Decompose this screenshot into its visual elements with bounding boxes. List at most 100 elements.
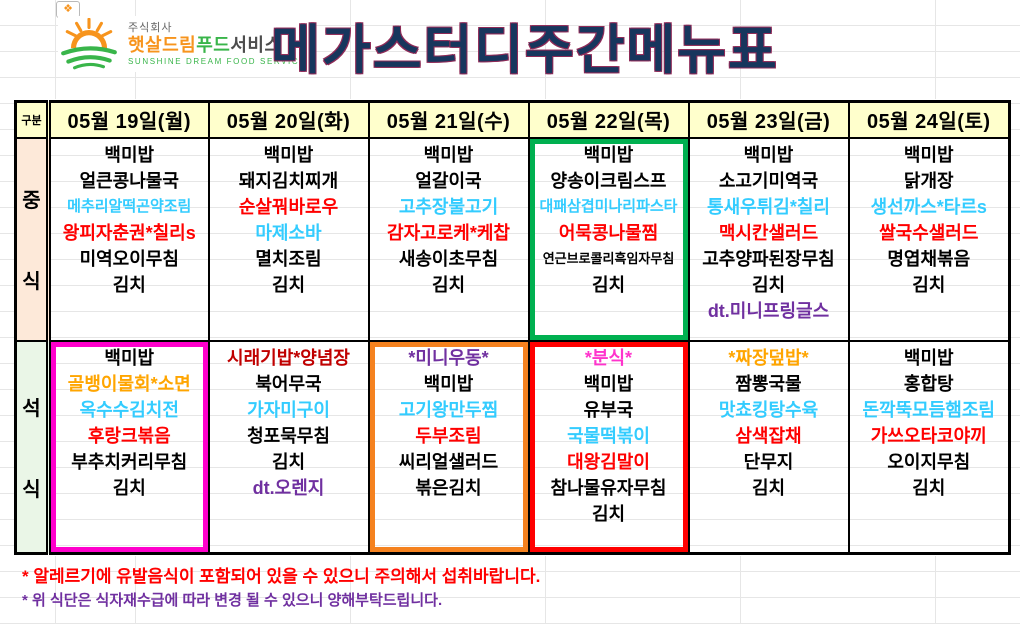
menu-item: 백미밥 [104, 347, 155, 368]
menu-item: 얼갈이국 [415, 170, 482, 191]
menu-item: 고추양파된장무침 [702, 248, 835, 269]
menu-item: 생선까스*타르s [870, 196, 987, 217]
menu-table: 구분 05월 19일(월) 05월 20일(화) 05월 21일(수) 05월 22일… [14, 100, 1011, 555]
gridline [740, 0, 741, 99]
menu-item: 김치 [271, 451, 306, 472]
menu-item: 새송이초무침 [398, 248, 499, 269]
logo-brand-part: 푸드 [196, 34, 231, 55]
menu-item: 김치 [591, 274, 626, 295]
menu-item: *미니우동* [408, 347, 489, 368]
menu-item: 감자고로케*케찹 [387, 222, 510, 243]
menu-item: 백미밥 [743, 144, 794, 165]
menu-item: 맥시칸샐러드 [718, 222, 819, 243]
menu-item: 미역오이무침 [79, 248, 179, 269]
menu-item: 명엽채볶음 [887, 248, 971, 269]
sun-logo-icon [61, 18, 117, 70]
menu-item: 가쓰오타코야끼 [870, 425, 987, 446]
gridline [350, 0, 351, 99]
menu-item: 멸치조림 [255, 248, 322, 269]
menu-item: 닭개장 [903, 170, 954, 191]
menu-item: *짜장덮밥* [728, 347, 809, 368]
menu-item: 김치 [271, 274, 306, 295]
menu-cell-lunch-mon: 백미밥 얼큰콩나물국 메추리알떡곤약조림 왕피자춘권*칠리s 미역오이무침 김치 [46, 136, 210, 342]
menu-item: 백미밥 [583, 373, 634, 394]
lunch-row: 중 식 백미밥 얼큰콩나물국 메추리알떡곤약조림 왕피자춘권*칠리s 미역오이무침 김치 백미밥… [14, 136, 1011, 342]
menu-item: 짬뽕국물 [735, 373, 802, 394]
company-logo: 주식회사 햇살드림푸드서비스 SUNSHINE DREAM FOOD SERVI… [58, 16, 313, 72]
menu-item: 김치 [912, 477, 946, 498]
logo-text: 주식회사 햇살드림푸드서비스 SUNSHINE DREAM FOOD SERVI… [128, 22, 306, 66]
gridline [545, 556, 546, 624]
menu-item: 옥수수김치전 [79, 399, 179, 420]
menu-item: 백미밥 [903, 347, 954, 368]
menu-item: 김치 [112, 477, 146, 498]
corner-header-cell: 구분 [14, 100, 50, 139]
change-note: * 위 식단은 식자재수급에 따라 변경 될 수 있으니 양해부탁드립니다. [22, 592, 443, 609]
menu-item: 왕피자춘권*칠리s [62, 222, 196, 243]
menu-item: 백미밥 [423, 144, 474, 165]
menu-cell-lunch-fri: 백미밥 소고기미역국 통새우튀김*칠리 맥시칸샐러드 고추양파된장무침 김치 dt.미니프링… [687, 136, 850, 342]
menu-item: 김치 [431, 274, 466, 295]
logo-brand-name: 햇살드림푸드서비스 [128, 35, 306, 56]
menu-item: 씨리얼샐러드 [398, 451, 499, 472]
menu-item: 김치 [591, 503, 626, 524]
menu-item: 돈깍뚝모듬햄조림 [862, 399, 995, 420]
day-header-thu: 05월 22일(목) [527, 100, 690, 139]
menu-item: 두부조림 [415, 425, 482, 446]
menu-item: 어묵콩나물찜 [558, 222, 659, 243]
menu-item: dt.오렌지 [252, 477, 325, 498]
gridline [935, 556, 936, 624]
menu-item: 김치 [751, 274, 786, 295]
menu-item: 마제소바 [255, 222, 322, 243]
menu-item: 대패삼겹미나리파스타 [539, 197, 678, 215]
menu-cell-dinner-mon: 백미밥 골뱅이물회*소면 옥수수김치전 후랑크볶음 부추치커리무침 김치 [46, 339, 210, 555]
menu-item: 백미밥 [423, 373, 474, 394]
menu-item: 고기왕만두찜 [398, 399, 499, 420]
menu-item: 삼색잡채 [735, 425, 802, 446]
dinner-row: 석 식 백미밥 골뱅이물회*소면 옥수수김치전 후랑크볶음 부추치커리무침 김치 시래기밥*양념… [14, 339, 1011, 555]
row-label-char: 식 [22, 271, 41, 293]
menu-item: 볶은김치 [415, 477, 482, 498]
gridline [935, 0, 936, 99]
menu-item: 백미밥 [583, 144, 634, 165]
menu-item: 청포묵무침 [247, 425, 330, 446]
page-title: 메가스터디주간메뉴표 [271, 21, 779, 80]
menu-item: 오이지무침 [887, 451, 971, 472]
menu-item: *분식* [584, 347, 633, 368]
menu-item: 연근브로콜리흑임자무침 [542, 250, 675, 266]
menu-item: 부추치커리무침 [71, 451, 188, 472]
day-header-wed: 05월 21일(수) [367, 100, 530, 139]
menu-item: 순살꿔바로우 [238, 196, 339, 217]
menu-item: 쌀국수샐러드 [879, 222, 979, 243]
allergy-note: * 알레르기에 유발음식이 포함되어 있을 수 있으니 주의해서 섭취바랍니다. [22, 567, 541, 586]
menu-cell-dinner-sat: 백미밥 홍합탕 돈깍뚝모듬햄조림 가쓰오타코야끼 오이지무침 김치 [847, 339, 1011, 555]
day-header-fri: 05월 23일(금) [687, 100, 850, 139]
menu-item: 김치 [112, 274, 146, 295]
menu-item: 김치 [912, 274, 946, 295]
menu-item: 메추리알떡곤약조림 [67, 197, 192, 215]
menu-item: 골뱅이물회*소면 [67, 373, 191, 394]
menu-cell-dinner-tue: 시래기밥*양념장 북어무국 가자미구이 청포묵무침 김치 dt.오렌지 [207, 339, 370, 555]
menu-item: 대왕김말이 [567, 451, 650, 472]
menu-item: 백미밥 [903, 144, 954, 165]
menu-item: 김치 [751, 477, 786, 498]
header-row: 구분 05월 19일(월) 05월 20일(화) 05월 21일(수) 05월 22일… [14, 100, 1011, 139]
gridline [350, 556, 351, 624]
menu-item: 시래기밥*양념장 [227, 347, 350, 368]
menu-cell-lunch-tue: 백미밥 돼지김치찌개 순살꿔바로우 마제소바 멸치조림 김치 [207, 136, 370, 342]
day-header-sat: 05월 24일(토) [847, 100, 1011, 139]
row-label-char: 석 [22, 397, 41, 420]
menu-item: 고추장불고기 [398, 196, 499, 217]
row-label-char: 중 [22, 190, 41, 212]
menu-item: 참나물유자무침 [550, 477, 667, 498]
logo-company-prefix: 주식회사 [128, 22, 173, 35]
menu-item: 양송이크림스프 [550, 170, 667, 191]
day-header-mon: 05월 19일(월) [46, 100, 210, 139]
menu-item: 북어무국 [255, 373, 322, 394]
